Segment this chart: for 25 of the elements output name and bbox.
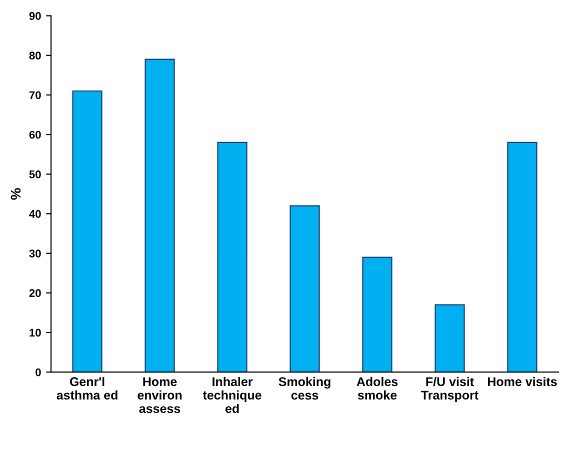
y-tick-label: 60 bbox=[29, 130, 41, 139]
y-axis-title: % bbox=[10, 188, 21, 200]
bar bbox=[144, 58, 175, 372]
bar bbox=[362, 256, 392, 372]
y-tick-label: 10 bbox=[30, 328, 41, 337]
x-tick-label: Adoles smoke bbox=[356, 376, 398, 400]
bar bbox=[217, 142, 248, 372]
y-tick-label: 90 bbox=[29, 12, 41, 20]
x-tick-label: Smoking cess bbox=[278, 376, 330, 400]
y-tick-label: 70 bbox=[29, 91, 41, 100]
x-tick-label: Home environ assess bbox=[138, 377, 182, 414]
y-tick-label: 0 bbox=[36, 368, 41, 376]
bar bbox=[507, 142, 538, 372]
x-tick-label: Inhaler technique ed bbox=[202, 376, 262, 414]
bar bbox=[72, 90, 102, 372]
x-tick-label: Genr'l asthma ed bbox=[56, 376, 118, 400]
y-tick-label: 40 bbox=[29, 210, 41, 218]
y-tick-label: 50 bbox=[29, 170, 41, 178]
x-tick-label: F/U visit Transport bbox=[421, 376, 478, 402]
y-tick-label: 80 bbox=[29, 52, 41, 60]
bar bbox=[290, 205, 320, 372]
x-tick-label: Home visits bbox=[488, 376, 557, 386]
y-tick-label: 30 bbox=[29, 250, 41, 258]
bar bbox=[434, 304, 465, 372]
y-tick-label: 20 bbox=[29, 289, 41, 298]
